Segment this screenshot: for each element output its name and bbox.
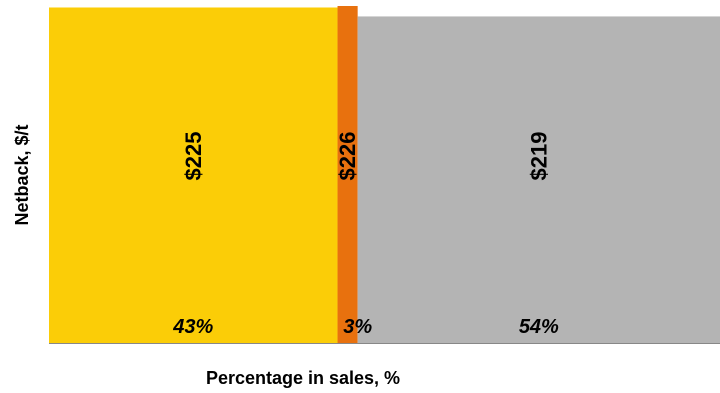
bar-0 [49, 7, 338, 344]
bars-group [49, 6, 720, 344]
bar-value-label-2: $219 [526, 132, 551, 181]
share-label-2: 54% [519, 316, 559, 338]
labels-group: $225 43% $226 3% $219 54% [172, 132, 559, 338]
bar-value-label-1: $226 [335, 132, 360, 181]
y-axis-title: Netback, $/t [12, 124, 32, 225]
bar-1 [337, 6, 358, 343]
share-label-1: 3% [343, 316, 372, 338]
bar-value-label-0: $225 [181, 132, 206, 181]
bar-2 [357, 16, 720, 344]
share-label-0: 43% [172, 316, 213, 338]
x-axis-title: Percentage in sales, % [206, 368, 400, 388]
